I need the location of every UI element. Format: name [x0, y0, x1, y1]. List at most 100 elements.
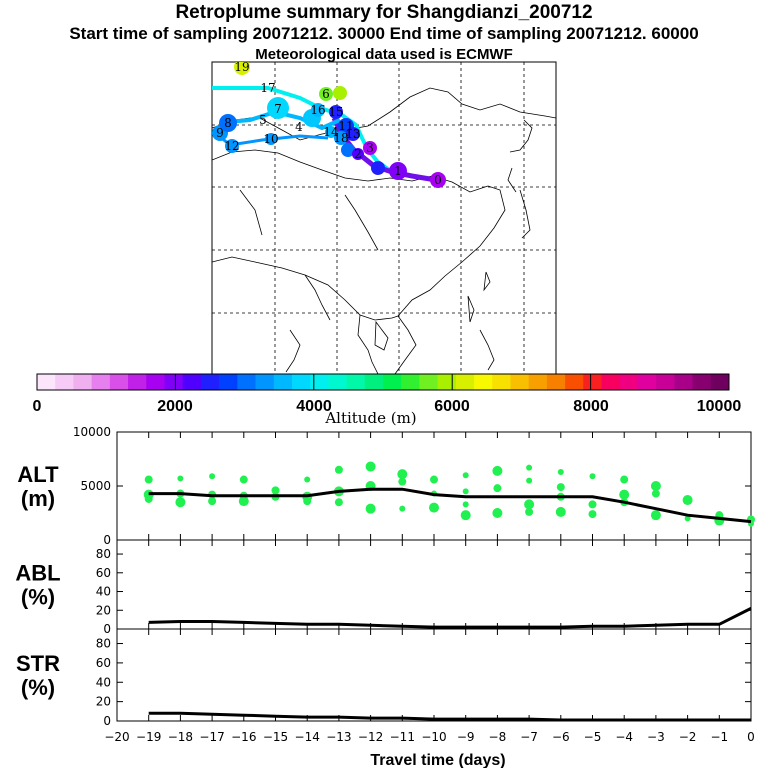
x-tick-label: −19	[136, 730, 161, 744]
sampling-times: Start time of sampling 20071212. 30000 E…	[69, 24, 699, 43]
colorbar-swatch	[692, 374, 712, 390]
altitude-point	[271, 486, 280, 495]
y-tick-label: 0	[103, 533, 111, 547]
altitude-point	[588, 500, 597, 509]
altitude-point	[239, 475, 248, 484]
plume-marker	[234, 62, 250, 75]
trajectory-day-labels: 0 1 2 3 4 5 6 7 8 9 10 11 12 13 14 15 16…	[216, 62, 442, 187]
colorbar-swatch	[182, 374, 202, 390]
x-axis-title: Travel time (days)	[370, 752, 505, 768]
altitude-point	[650, 510, 661, 521]
altitude-point	[303, 497, 312, 506]
day-label-2: 2	[354, 147, 362, 161]
altitude-point	[556, 483, 565, 492]
colorbar-tick-label: 2000	[157, 398, 193, 415]
day-label-8: 8	[224, 116, 232, 130]
x-tick-label: −9	[457, 730, 475, 744]
x-tick-label: −3	[647, 730, 665, 744]
x-tick-label: −2	[679, 730, 697, 744]
x-tick-label: −11	[390, 730, 415, 744]
day-label-12: 12	[224, 139, 239, 153]
plume-marker	[333, 86, 347, 100]
colorbar-swatch	[200, 374, 220, 390]
y-tick-label: 60	[96, 656, 111, 670]
panel-alt: 0 5000 10000 ALT(m)	[17, 425, 755, 547]
altitude-point	[175, 497, 186, 508]
colorbar-tick-label: 0	[33, 398, 42, 415]
colorbar-title: Altitude (m)	[324, 409, 416, 427]
x-tick-label: −6	[552, 730, 570, 744]
altitude-point	[365, 461, 376, 472]
altitude-point	[144, 475, 153, 484]
altitude-point	[238, 496, 249, 507]
x-tick-label: −4	[615, 730, 633, 744]
colorbar-swatch	[55, 374, 74, 390]
plume-marker	[352, 148, 364, 160]
colorbar-swatch	[255, 374, 275, 390]
colorbar-swatch	[601, 374, 621, 390]
x-tick-label: −12	[358, 730, 383, 744]
plume-marker	[311, 103, 325, 117]
colorbar-swatch	[328, 374, 347, 390]
colorbar-swatch	[146, 374, 165, 390]
map-gridlines	[212, 62, 556, 374]
day-label-15: 15	[328, 105, 343, 119]
altitude-point	[304, 476, 311, 483]
day-label-11: 11	[338, 119, 353, 133]
colorbar-swatch	[674, 374, 693, 390]
y-tick-label: 40	[96, 675, 111, 689]
colorbar-swatch	[273, 374, 293, 390]
trajectory-plume	[212, 62, 446, 188]
y-tick-label: 40	[96, 585, 111, 599]
x-tick-label: −1	[710, 730, 728, 744]
plume-marker	[341, 143, 355, 157]
altitude-point	[526, 464, 533, 471]
x-tick-label: −18	[168, 730, 193, 744]
y-tick-label: 0	[103, 622, 111, 636]
altitude-point	[334, 465, 343, 474]
panel-ylabel: ALT	[17, 462, 59, 487]
altitude-point	[462, 472, 469, 479]
x-tick-label: −13	[326, 730, 351, 744]
map-panel: 0 1 2 3 4 5 6 7 8 9 10 11 12 13 14 15 16…	[211, 61, 557, 375]
panel-ylabel: STR	[16, 651, 60, 676]
colorbar-swatch	[73, 374, 93, 390]
altitude-point	[462, 488, 469, 495]
day-label-16: 16	[310, 103, 325, 117]
day-label-5: 5	[259, 113, 267, 127]
day-label-7: 7	[274, 102, 282, 116]
plume-marker	[334, 131, 348, 145]
colorbar-swatch	[565, 374, 584, 390]
plume-marker	[430, 172, 446, 188]
y-tick-label: 20	[96, 603, 111, 617]
altitude-point	[365, 503, 376, 514]
colorbar-swatch	[637, 374, 657, 390]
day-label-4: 4	[295, 120, 303, 134]
altitude-point	[684, 515, 691, 522]
altitude-point	[493, 484, 502, 493]
colorbar-swatch	[437, 374, 457, 390]
colorbar-swatch	[346, 374, 366, 390]
panel-ylabel: (m)	[21, 486, 55, 511]
day-label-13: 13	[345, 127, 360, 141]
x-tick-label: −20	[104, 730, 129, 744]
altitude-point	[492, 508, 503, 518]
colorbar-swatch	[364, 374, 384, 390]
colorbar-tick-label: 4000	[296, 398, 332, 415]
day-label-6: 6	[322, 87, 330, 101]
colorbar-swatch	[37, 374, 56, 390]
colorbar-swatch	[455, 374, 475, 390]
altitude-point	[399, 505, 406, 512]
altitude-point	[398, 477, 407, 486]
colorbar-swatch	[237, 374, 256, 390]
plume-marker	[267, 97, 289, 119]
x-tick-label: −5	[584, 730, 602, 744]
plume-marker	[363, 141, 377, 155]
met-data-note: Meteorological data used is ECMWF	[255, 46, 513, 63]
altitude-point	[525, 507, 534, 516]
x-tick-label: −7	[520, 730, 538, 744]
plume-marker	[319, 87, 333, 101]
day-label-10: 10	[263, 132, 278, 146]
altitude-point	[524, 499, 535, 510]
plume-marker	[371, 161, 385, 175]
